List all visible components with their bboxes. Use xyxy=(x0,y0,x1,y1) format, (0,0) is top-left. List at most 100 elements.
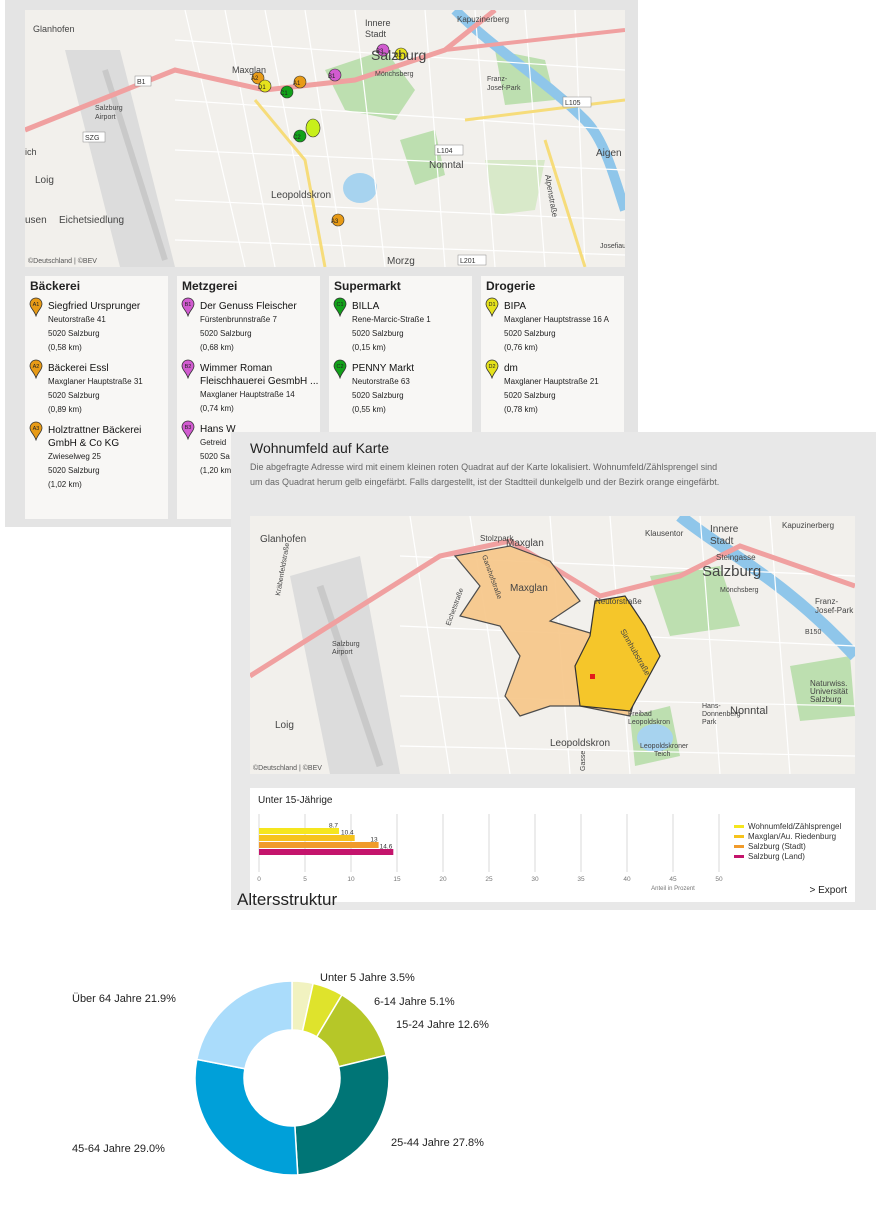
street-grid xyxy=(174,10,625,267)
pin-code: B3 xyxy=(185,425,192,431)
map-label: Innere xyxy=(365,18,391,28)
map-label: Loig xyxy=(35,175,54,186)
marker-label: C2 xyxy=(293,135,301,141)
map-label: Stadt xyxy=(710,536,734,547)
marker-label: D3 xyxy=(394,53,402,59)
road-shield xyxy=(82,131,106,143)
main-road xyxy=(444,28,625,52)
legend-entry: Salzburg (Stadt) xyxy=(748,842,806,851)
donut-slice xyxy=(294,1054,390,1176)
poi-name: PENNY Markt xyxy=(352,363,415,374)
map-label: Leopoldskron xyxy=(271,190,331,201)
poi-item[interactable]: C1 BILLA Rene-Marcic-Straße 1 5020 Salzburg… xyxy=(329,296,472,355)
bar-value-label: 14.6 xyxy=(380,844,393,851)
pin-code: A1 xyxy=(33,302,40,308)
marker-label: A2 xyxy=(251,76,259,82)
donut-chart xyxy=(194,980,390,1176)
wohnumfeld-area xyxy=(574,595,661,712)
x-tick-label: 25 xyxy=(485,876,493,883)
poi-detail: (0,74 km) xyxy=(200,404,234,413)
park-area xyxy=(485,160,545,215)
panel-description: Die abgefragte Adresse wird mit einem kl… xyxy=(250,462,720,487)
poi-column-bäckerei: Bäckerei A1 Siegfried Ursprunger Neutorstra… xyxy=(25,276,168,519)
map-pin-icon: B1 xyxy=(181,297,195,317)
river xyxy=(451,10,625,212)
pin-code: B1 xyxy=(185,302,192,308)
legend-entry: Maxglan/Au. Riedenburg xyxy=(748,832,836,841)
poi-detail: Zwieselweg 25 xyxy=(48,452,101,461)
marker-c2[interactable] xyxy=(280,85,294,99)
map-label: Leopoldskroner xyxy=(640,743,689,750)
poi-item[interactable]: B3 Hans W Getreid 5020 Sa (1,20 km xyxy=(177,419,320,478)
poi-detail: (0,15 km) xyxy=(352,343,386,352)
marker-b3[interactable] xyxy=(376,43,390,57)
marker-d3[interactable] xyxy=(394,47,408,61)
map-label: Klausentor xyxy=(645,529,684,538)
poi-item[interactable]: A1 Siegfried Ursprunger Neutorstraße 41 502… xyxy=(25,296,168,355)
poi-category-title: Metzgerei xyxy=(182,279,238,293)
bar-chart: 0 5 10 15 20 25 30 35 40 45 50 Anteil in Prozent 8.7… xyxy=(257,814,841,892)
map-label: Maxglan xyxy=(510,583,548,594)
map-pin-icon: D1 xyxy=(485,297,499,317)
poi-item[interactable]: D2 dm Maxglaner Hauptstraße 21 5020 Salzbur… xyxy=(481,358,624,417)
wohnumfeld-map[interactable]: Glanhofen Maxglan Stolzpark Klausentor Inner… xyxy=(250,516,855,774)
marker-label: A1 xyxy=(293,81,301,87)
poi-detail: 5020 Salzburg xyxy=(352,391,404,400)
poi-item[interactable]: D1 BIPA Maxglaner Hauptstrasse 16 A 5020 Sa… xyxy=(481,296,624,355)
road-shield xyxy=(134,75,152,87)
bar xyxy=(259,842,379,848)
marker-d1[interactable] xyxy=(258,79,272,93)
bar-value-label: 10.4 xyxy=(341,830,354,837)
map-label: Salzburg xyxy=(810,695,842,704)
bar xyxy=(259,828,340,834)
marker-b1[interactable] xyxy=(328,68,342,82)
map-label: Nonntal xyxy=(429,160,463,171)
marker-a1[interactable] xyxy=(293,75,307,89)
export-link[interactable]: > Export xyxy=(809,885,847,896)
poi-panel: Glanhofen Innere Stadt Salzburg Kapuzinerber… xyxy=(5,0,638,527)
map-pin-icon: A3 xyxy=(29,421,43,441)
poi-detail: Maxglaner Hauptstraße 31 xyxy=(48,377,143,386)
poi-item[interactable]: C2 PENNY Markt Neutorstraße 63 5020 Salzbur… xyxy=(329,358,472,417)
poi-item[interactable]: A3 Holztrattner Bäckerei GmbH & Co KG Zwie… xyxy=(25,420,168,492)
map-label: Steingasse xyxy=(716,553,756,562)
map-label: Airport xyxy=(95,114,116,121)
map-copyright: ©Deutschland | ©BEV xyxy=(253,765,322,772)
bar xyxy=(259,835,355,841)
x-tick-label: 5 xyxy=(303,876,307,883)
marker-a2[interactable] xyxy=(251,71,265,85)
park-area xyxy=(400,130,445,185)
park-area xyxy=(650,566,740,636)
map-label: Universität xyxy=(810,687,849,696)
map-label: usen xyxy=(25,215,47,226)
poi-category-title: Bäckerei xyxy=(30,279,81,293)
map-label: Mönchsberg xyxy=(720,587,759,594)
poi-item[interactable]: B1 Der Genuss Fleischer Fürstenbrunnstraße… xyxy=(177,296,320,355)
map-label: Aigen xyxy=(596,148,622,159)
marker-a3[interactable] xyxy=(331,213,345,227)
poi-name: Bäckerei Essl xyxy=(48,363,109,374)
road-label: L105 xyxy=(565,100,581,107)
poi-detail: (0,68 km) xyxy=(200,343,234,352)
poi-item[interactable]: B2 Wimmer Roman Fleischhauerei GesmbH ...… xyxy=(177,358,320,416)
map-label: Stadt xyxy=(365,29,387,39)
poi-item[interactable]: A2 Bäckerei Essl Maxglaner Hauptstraße 31 5… xyxy=(25,358,168,417)
map-label: ich xyxy=(25,147,37,157)
pin-code: A2 xyxy=(33,364,40,370)
map-label: Kräbenfeldstraße xyxy=(275,542,291,596)
pin-code: C2 xyxy=(336,364,343,370)
main-road xyxy=(250,538,855,679)
lake xyxy=(637,724,673,752)
poi-map[interactable]: Glanhofen Innere Stadt Salzburg Kapuzinerber… xyxy=(25,10,625,267)
marker-c1[interactable] xyxy=(293,129,307,143)
map-label: Hans- xyxy=(702,703,721,710)
map-label: Kapuzinerberg xyxy=(782,521,834,530)
location-marker[interactable] xyxy=(305,118,321,138)
legend-swatch xyxy=(734,835,744,838)
poi-detail: 5020 Salzburg xyxy=(352,329,404,338)
pin-code: B2 xyxy=(185,364,192,370)
map-label: Morzg xyxy=(387,256,415,267)
poi-name: BILLA xyxy=(352,301,380,312)
map-label: Neutorstraße xyxy=(595,597,642,606)
poi-name: dm xyxy=(504,363,518,374)
